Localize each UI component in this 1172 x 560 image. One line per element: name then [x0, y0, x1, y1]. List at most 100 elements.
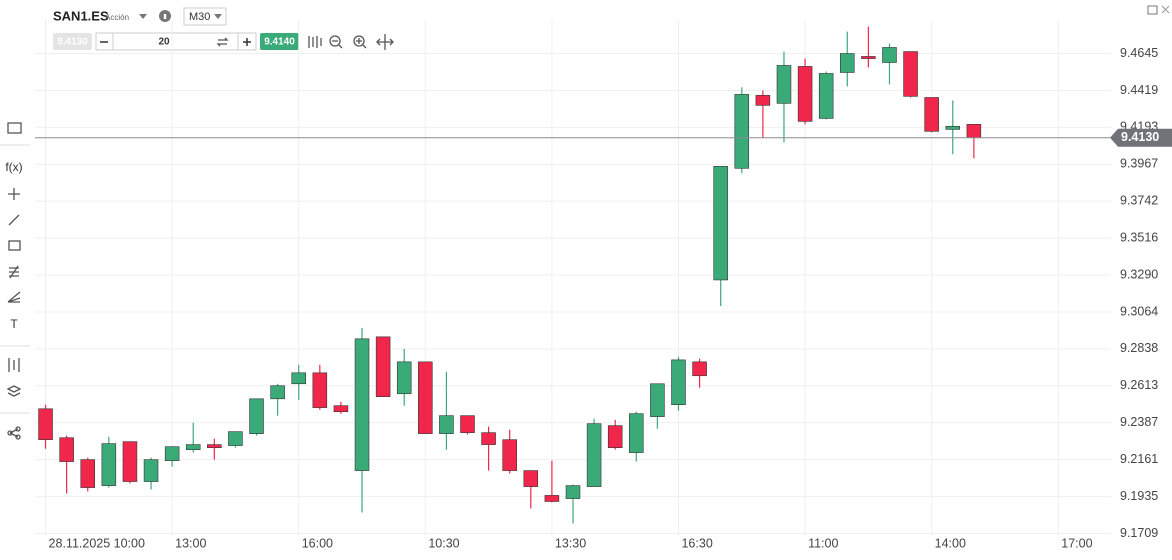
chart-type-icon[interactable]: [308, 36, 322, 48]
candle-body: [207, 444, 222, 448]
x-tick-label: 17:00: [1061, 536, 1092, 550]
y-tick-label: 9.3742: [1120, 193, 1158, 207]
last-price-tag: [1110, 128, 1172, 147]
quantity: 20: [158, 37, 170, 48]
timeframe-select[interactable]: [183, 7, 227, 26]
y-tick-label: 9.2387: [1120, 415, 1158, 429]
candle-body: [776, 65, 792, 104]
candle-body: [333, 405, 349, 413]
candle-body: [818, 73, 834, 119]
candle-body: [924, 97, 939, 132]
quantity-input[interactable]: [95, 32, 257, 51]
buy-button[interactable]: [260, 33, 299, 50]
toolbar: f(x) T: [0, 122, 30, 440]
timeframe: M30: [189, 11, 210, 23]
candle-body: [861, 56, 876, 59]
candle-body: [966, 124, 982, 139]
timeframe-dropdown: [214, 14, 222, 19]
tool-layers[interactable]: [6, 385, 22, 397]
tool-fan[interactable]: [7, 291, 21, 303]
last-price-label: 9.4130: [1121, 130, 1159, 144]
candle-body: [734, 94, 750, 169]
candle-body: [607, 425, 623, 448]
buy-price: 9.4140: [264, 37, 295, 48]
candle-body: [692, 361, 707, 377]
candle-body: [671, 359, 686, 405]
candle-body: [544, 495, 560, 502]
candle-body: [882, 47, 897, 63]
sell-button[interactable]: [53, 33, 92, 50]
candle-body: [228, 431, 243, 446]
candle-body: [755, 95, 771, 106]
candle-body: [945, 125, 961, 130]
candle-body: [354, 338, 370, 471]
y-tick-label: 9.3064: [1120, 304, 1158, 318]
candle-body: [122, 441, 138, 482]
x-tick-label: 14:00: [935, 536, 966, 550]
x-tick-label: 13:30: [555, 536, 586, 550]
y-tick-label: 9.3290: [1120, 267, 1158, 281]
qty-buttons[interactable]: [100, 38, 251, 46]
y-tick-label: 9.2613: [1120, 378, 1158, 392]
pan-icon[interactable]: [376, 34, 394, 50]
candle-body: [312, 372, 328, 408]
x-tick-label: 13:00: [175, 536, 206, 550]
tool-indicators[interactable]: [8, 358, 20, 372]
y-tick-label: 9.2838: [1120, 341, 1158, 355]
share-dot: [15, 434, 21, 440]
x-tick-label: 10:30: [428, 536, 459, 550]
zoom-in-icon[interactable]: [353, 35, 365, 47]
x-tick-label: 11:00: [808, 536, 838, 550]
candle-body: [59, 437, 74, 462]
candle-body: [143, 459, 159, 482]
tool-crosshair[interactable]: [8, 188, 20, 200]
candle-body: [270, 385, 285, 400]
candle-body: [565, 485, 581, 499]
candle-body: [164, 446, 180, 461]
candle-body: [502, 439, 517, 471]
tool-rect[interactable]: [8, 240, 21, 251]
candle-body: [629, 413, 644, 453]
window-icon[interactable]: [1147, 5, 1158, 15]
candle-body: [80, 459, 96, 488]
candle-body: [586, 423, 602, 487]
symbol[interactable]: SAN1.ES: [53, 8, 109, 23]
candle-body: [460, 415, 475, 433]
share-dot: [7, 430, 13, 436]
candle-body: [185, 444, 201, 450]
close-icon[interactable]: [1161, 5, 1170, 14]
candle-body: [249, 398, 264, 434]
y-tick-label: 9.1935: [1120, 489, 1158, 503]
instrument-type: Acción: [105, 13, 129, 22]
y-tick-label: 9.1709: [1120, 526, 1158, 540]
symbol-dropdown[interactable]: [139, 14, 147, 19]
candle-body: [481, 432, 496, 445]
y-tick-label: 9.3516: [1120, 230, 1158, 244]
x-tick-label: 16:30: [681, 536, 712, 550]
candle-body: [713, 166, 728, 281]
candle-body: [903, 51, 918, 97]
share-dot: [15, 426, 21, 432]
y-tick-label: 9.3967: [1120, 157, 1158, 171]
sell-price: 9.4130: [57, 37, 88, 48]
x-tick-label: 16:00: [302, 536, 333, 550]
candle-body: [375, 336, 391, 397]
zoom-out-icon[interactable]: [329, 35, 341, 47]
candle-body: [523, 470, 539, 487]
candle-body: [291, 372, 306, 385]
candle-body: [396, 361, 412, 395]
tool-line[interactable]: [8, 214, 20, 226]
zoom-in-glyph: [356, 38, 367, 49]
candle-body: [101, 443, 117, 486]
candle-body: [840, 53, 855, 73]
tool-text[interactable]: T: [10, 317, 18, 331]
tool-screen[interactable]: [7, 122, 22, 134]
candle-body: [38, 408, 53, 440]
swap-icon[interactable]: [216, 37, 229, 47]
candle-body: [439, 415, 454, 434]
y-tick-label: 9.4419: [1120, 83, 1158, 97]
tool-fx[interactable]: f(x): [5, 160, 22, 174]
tool-fib[interactable]: [9, 265, 19, 279]
zoom-out-glyph: [332, 40, 343, 49]
